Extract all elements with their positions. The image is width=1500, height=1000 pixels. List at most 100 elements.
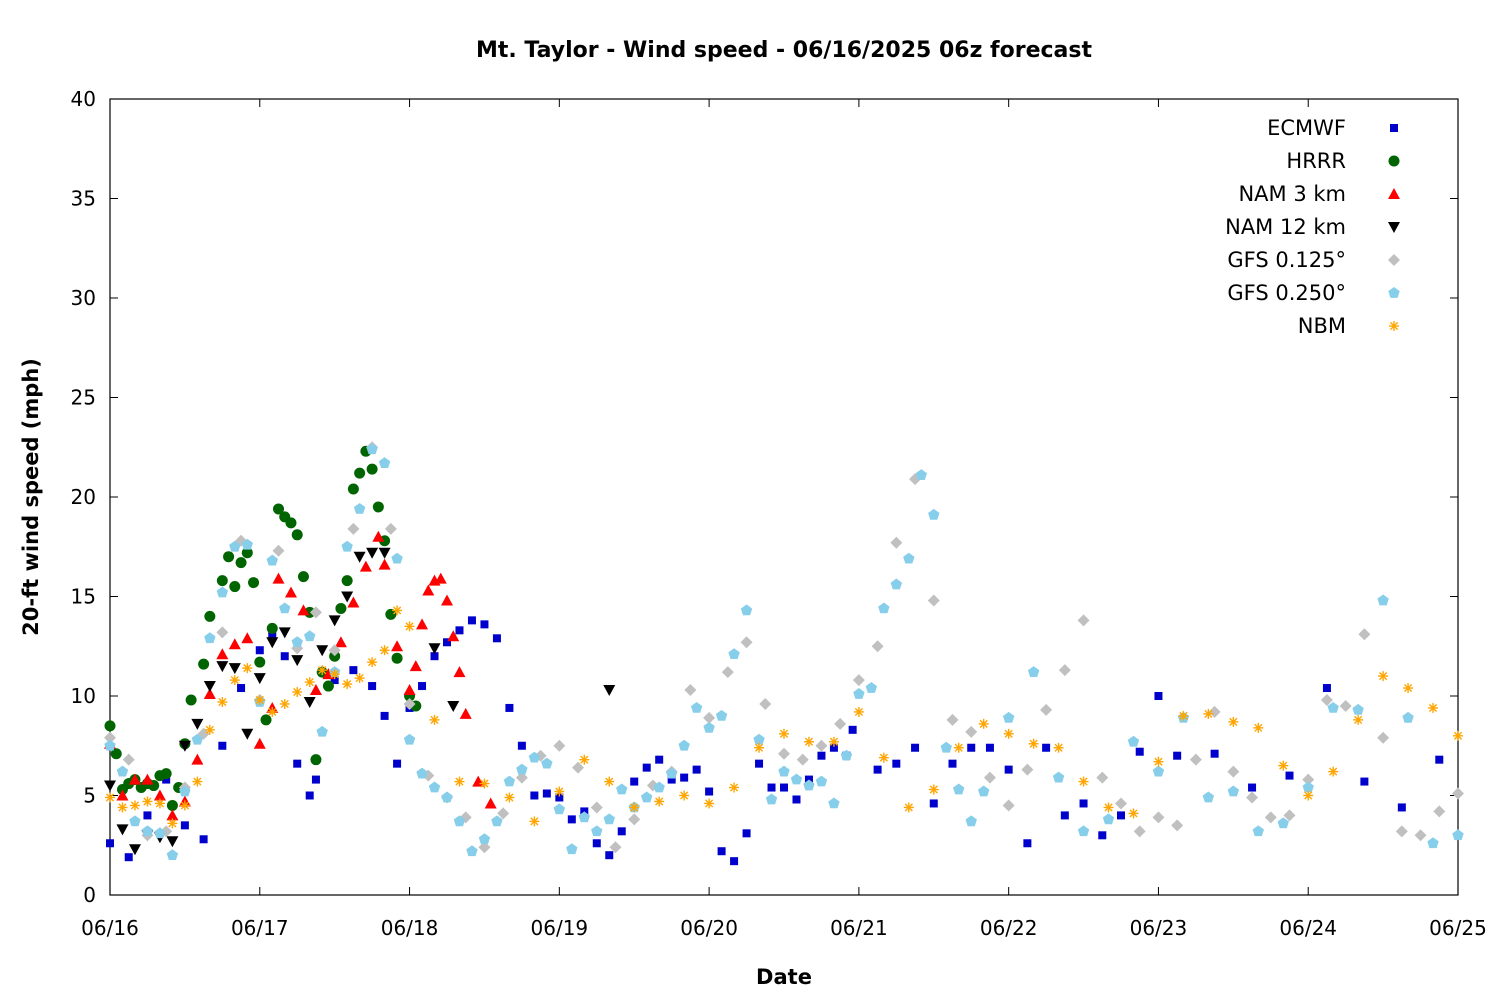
y-axis-label: 20-ft wind speed (mph): [19, 358, 43, 636]
data-point: [978, 718, 989, 729]
data-point: [416, 618, 429, 630]
data-point: [310, 754, 322, 766]
data-point: [1003, 728, 1014, 739]
legend-label: NBM: [1298, 314, 1346, 338]
data-point: [409, 660, 422, 672]
legend-marker: [1390, 124, 1398, 132]
data-point: [285, 517, 297, 529]
series-nam-12-km: [104, 547, 616, 856]
data-point: [180, 821, 189, 830]
data-point: [728, 648, 740, 660]
data-point: [1053, 742, 1064, 753]
data-point: [272, 572, 285, 584]
data-point: [1278, 760, 1289, 771]
data-point: [216, 661, 229, 673]
data-point: [303, 696, 316, 708]
data-point: [1127, 735, 1140, 747]
data-point: [330, 676, 339, 685]
data-point: [553, 803, 566, 815]
data-point: [1397, 803, 1406, 812]
data-point: [216, 575, 228, 587]
data-point: [953, 742, 964, 753]
data-point: [379, 645, 390, 656]
data-point: [742, 829, 751, 838]
data-point: [604, 776, 615, 787]
legend-marker: [1388, 254, 1400, 266]
x-tick-label: 06/18: [381, 916, 439, 940]
data-point: [455, 626, 464, 635]
data-point: [110, 748, 122, 760]
data-point: [1060, 811, 1069, 820]
legend-label: HRRR: [1286, 149, 1346, 173]
data-point: [778, 765, 790, 777]
data-point: [803, 736, 814, 747]
data-point: [740, 604, 753, 616]
data-point: [366, 443, 378, 455]
data-point: [590, 801, 603, 814]
data-point: [1023, 839, 1032, 848]
data-point: [792, 795, 801, 804]
data-point: [342, 679, 353, 690]
data-point: [690, 701, 703, 713]
data-point: [616, 783, 628, 795]
data-point: [1302, 773, 1315, 786]
legend-marker: [1388, 222, 1400, 233]
data-point: [216, 648, 229, 660]
data-point: [378, 457, 391, 469]
data-point: [403, 684, 416, 696]
y-tick-label: 30: [71, 286, 96, 310]
data-point: [603, 813, 615, 825]
data-point: [484, 797, 497, 809]
data-point: [241, 538, 253, 550]
data-point: [229, 581, 241, 593]
data-point: [755, 759, 764, 768]
y-tick-label: 0: [83, 883, 96, 907]
data-point: [191, 733, 204, 745]
data-point: [1277, 817, 1289, 829]
data-point: [541, 757, 553, 769]
data-point: [349, 666, 358, 675]
data-point: [341, 591, 354, 603]
data-point: [316, 725, 328, 737]
data-point: [166, 809, 179, 821]
data-point: [834, 717, 847, 730]
data-point: [653, 781, 665, 793]
data-point: [228, 663, 241, 675]
data-point: [353, 502, 366, 514]
data-point: [680, 773, 689, 782]
data-point: [393, 759, 402, 768]
data-point: [603, 685, 616, 697]
data-point: [1302, 781, 1314, 793]
data-point: [1403, 683, 1414, 694]
data-point: [678, 739, 690, 751]
data-point: [1189, 753, 1202, 766]
data-point: [1028, 738, 1039, 749]
data-point: [592, 839, 601, 848]
data-point: [273, 503, 284, 515]
data-point: [104, 720, 116, 732]
data-point: [141, 825, 154, 837]
x-tick-label: 06/24: [1279, 916, 1337, 940]
data-point: [853, 688, 865, 699]
data-point: [391, 652, 403, 664]
data-point: [334, 636, 347, 648]
data-point: [260, 714, 272, 726]
data-point: [503, 775, 516, 787]
data-point: [1173, 751, 1182, 760]
data-point: [928, 508, 940, 520]
data-point: [1433, 805, 1446, 818]
data-point: [266, 637, 279, 649]
data-point: [1203, 708, 1214, 719]
data-point: [129, 815, 141, 827]
data-point: [317, 665, 328, 676]
legend-label: GFS 0.250°: [1227, 281, 1346, 305]
data-point: [454, 776, 465, 787]
data-point: [292, 687, 303, 698]
x-tick-label: 06/16: [81, 916, 139, 940]
data-point: [280, 652, 289, 661]
data-point: [309, 684, 322, 696]
data-point: [1103, 802, 1114, 813]
y-tick-label: 40: [71, 87, 96, 111]
data-point: [578, 811, 590, 823]
data-point: [529, 816, 540, 827]
